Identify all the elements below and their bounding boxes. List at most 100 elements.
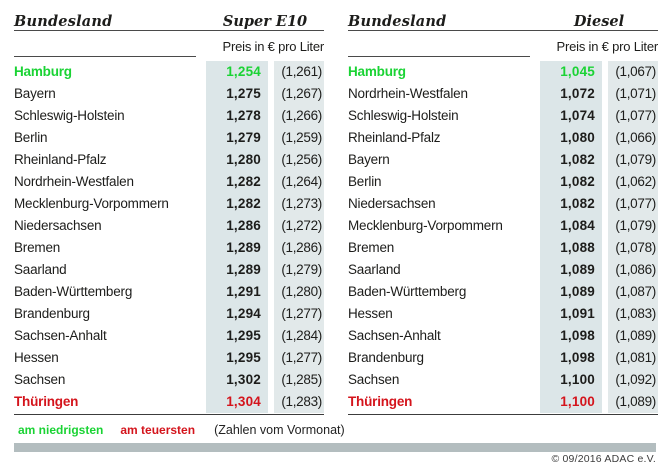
state-name: Mecklenburg-Vorpommern [348, 218, 503, 233]
previous-price: (1,284) [274, 325, 324, 347]
table-row: Hamburg 1,254 (1,261) [14, 61, 324, 83]
previous-price: (1,267) [274, 83, 324, 105]
diesel-table-body: Hamburg 1,045 (1,067) Nordrhein-Westfalen 1,… [348, 61, 658, 415]
state-name: Niedersachsen [14, 218, 102, 233]
current-price: 1,286 [206, 215, 268, 237]
current-price: 1,278 [206, 105, 268, 127]
previous-price: (1,280) [274, 281, 324, 303]
legend-highest-label: am teuersten [120, 423, 196, 437]
table-row: Niedersachsen 1,286 (1,272) [14, 215, 324, 237]
diesel-table-header: Bundesland Diesel [348, 8, 658, 31]
super-e10-table-body: Hamburg 1,254 (1,261) Bayern 1,275 (1,267) Sch… [14, 61, 324, 415]
divider-line [348, 31, 530, 57]
previous-price: (1,277) [274, 303, 324, 325]
previous-price: (1,256) [274, 149, 324, 171]
diesel-unit-row: Preis in € pro Liter [348, 31, 658, 57]
current-price: 1,098 [540, 347, 602, 369]
current-price: 1,282 [206, 193, 268, 215]
current-price: 1,074 [540, 105, 602, 127]
state-name: Bremen [14, 240, 61, 255]
table-row: Mecklenburg-Vorpommern 1,084 (1,079) [348, 215, 658, 237]
current-price: 1,084 [540, 215, 602, 237]
table-row: Bremen 1,289 (1,286) [14, 237, 324, 259]
state-name: Sachsen [348, 372, 400, 387]
current-price: 1,080 [540, 127, 602, 149]
state-name: Berlin [348, 174, 382, 189]
table-row: Sachsen-Anhalt 1,098 (1,089) [348, 325, 658, 347]
current-price: 1,294 [206, 303, 268, 325]
state-name: Hamburg [14, 64, 72, 79]
previous-price: (1,077) [608, 105, 658, 127]
current-price: 1,304 [206, 391, 268, 413]
state-name: Thüringen [14, 394, 79, 409]
tables-wrap: Bundesland Super E10 Preis in € pro Lite… [14, 8, 658, 415]
previous-price: (1,286) [274, 237, 324, 259]
state-name: Baden-Württemberg [348, 284, 467, 299]
previous-price: (1,277) [274, 347, 324, 369]
previous-price: (1,272) [274, 215, 324, 237]
state-column-header: Bundesland [348, 13, 447, 30]
current-price: 1,082 [540, 193, 602, 215]
state-name: Sachsen [14, 372, 66, 387]
previous-price: (1,087) [608, 281, 658, 303]
current-price: 1,282 [206, 171, 268, 193]
table-row: Baden-Württemberg 1,291 (1,280) [14, 281, 324, 303]
super-e10-unit-row: Preis in € pro Liter [14, 31, 324, 57]
bottom-bar [14, 443, 656, 452]
current-price: 1,098 [540, 325, 602, 347]
table-row: Mecklenburg-Vorpommern 1,282 (1,273) [14, 193, 324, 215]
previous-price: (1,067) [608, 61, 658, 83]
current-price: 1,091 [540, 303, 602, 325]
current-price: 1,275 [206, 83, 268, 105]
state-column-header: Bundesland [14, 13, 113, 30]
current-price: 1,100 [540, 369, 602, 391]
table-row: Brandenburg 1,098 (1,081) [348, 347, 658, 369]
table-row: Hamburg 1,045 (1,067) [348, 61, 658, 83]
table-row: Nordrhein-Westfalen 1,072 (1,071) [348, 83, 658, 105]
legend: am niedrigsten am teuersten (Zahlen vom … [18, 423, 345, 437]
unit-header: Preis in € pro Liter [556, 39, 659, 54]
table-row: Rheinland-Pfalz 1,080 (1,066) [348, 127, 658, 149]
previous-price: (1,062) [608, 171, 658, 193]
table-row: Schleswig-Holstein 1,074 (1,077) [348, 105, 658, 127]
previous-price: (1,078) [608, 237, 658, 259]
state-name: Baden-Württemberg [14, 284, 133, 299]
state-name: Brandenburg [14, 306, 90, 321]
current-price: 1,279 [206, 127, 268, 149]
state-name: Niedersachsen [348, 196, 436, 211]
table-row: Thüringen 1,100 (1,089) [348, 391, 658, 413]
state-name: Sachsen-Anhalt [348, 328, 441, 343]
table-row: Hessen 1,295 (1,277) [14, 347, 324, 369]
state-name: Saarland [348, 262, 401, 277]
previous-price: (1,285) [274, 369, 324, 391]
state-name: Saarland [14, 262, 67, 277]
previous-price: (1,079) [608, 215, 658, 237]
previous-price: (1,089) [608, 391, 658, 413]
table-row: Thüringen 1,304 (1,283) [14, 391, 324, 413]
state-name: Rheinland-Pfalz [14, 152, 107, 167]
current-price: 1,089 [540, 281, 602, 303]
legend-lowest-label: am niedrigsten [18, 423, 104, 437]
table-row: Berlin 1,279 (1,259) [14, 127, 324, 149]
divider-line [14, 31, 196, 57]
super-e10-table: Bundesland Super E10 Preis in € pro Lite… [14, 8, 324, 415]
table-row: Saarland 1,289 (1,279) [14, 259, 324, 281]
table-row: Saarland 1,089 (1,086) [348, 259, 658, 281]
copyright-text: © 09/2016 ADAC e.V. [551, 453, 656, 465]
current-price: 1,302 [206, 369, 268, 391]
state-name: Bremen [348, 240, 395, 255]
current-price: 1,254 [206, 61, 268, 83]
super-e10-table-header: Bundesland Super E10 [14, 8, 324, 31]
previous-price: (1,261) [274, 61, 324, 83]
state-name: Hessen [348, 306, 393, 321]
state-name: Bayern [348, 152, 390, 167]
previous-price: (1,086) [608, 259, 658, 281]
previous-price: (1,273) [274, 193, 324, 215]
state-name: Bayern [14, 86, 56, 101]
state-name: Brandenburg [348, 350, 424, 365]
fuel-column-header: Diesel [573, 13, 625, 30]
table-row: Rheinland-Pfalz 1,280 (1,256) [14, 149, 324, 171]
current-price: 1,295 [206, 347, 268, 369]
state-name: Schleswig-Holstein [348, 108, 459, 123]
table-row: Sachsen 1,302 (1,285) [14, 369, 324, 391]
